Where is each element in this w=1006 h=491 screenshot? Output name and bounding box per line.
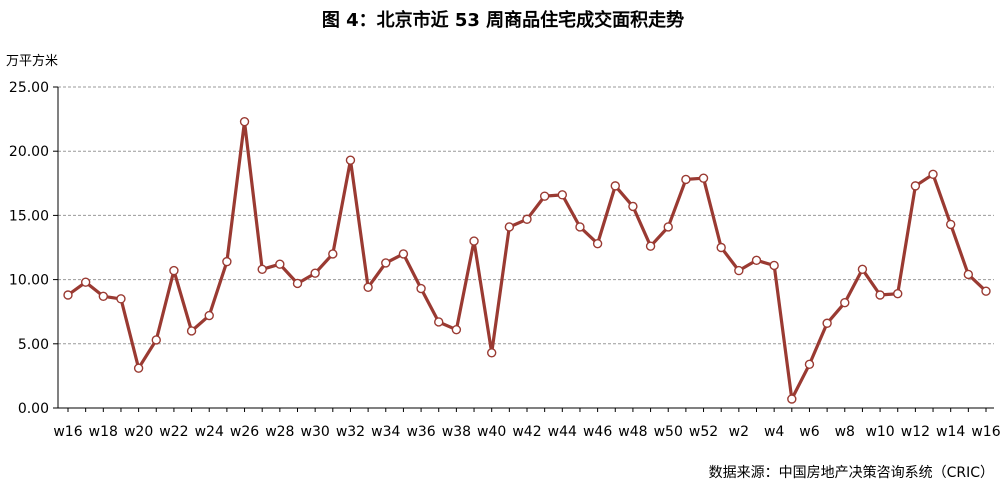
x-tick-label: w44 <box>548 424 577 440</box>
x-tick-label: w14 <box>936 424 965 440</box>
data-point <box>539 191 550 201</box>
data-point <box>116 294 126 304</box>
x-tick-label: w40 <box>477 424 506 440</box>
data-point <box>239 116 250 127</box>
x-tick-label: w10 <box>865 424 894 440</box>
data-point <box>204 310 214 321</box>
data-point <box>186 326 197 336</box>
data-point <box>575 222 585 232</box>
x-tick-label: w46 <box>583 424 612 440</box>
data-point <box>840 298 850 308</box>
data-point <box>151 335 161 345</box>
data-point <box>787 394 797 404</box>
data-point <box>981 286 991 296</box>
data-point <box>469 236 479 246</box>
data-point <box>628 201 638 212</box>
data-point <box>610 181 620 191</box>
x-tick-label: w2 <box>729 424 749 440</box>
data-point <box>345 155 356 165</box>
data-point <box>363 282 373 293</box>
data-point <box>769 260 779 271</box>
x-tick-label: w32 <box>336 424 365 440</box>
y-tick-label: 10.00 <box>9 273 49 289</box>
data-point <box>963 269 974 280</box>
data-point <box>592 238 603 249</box>
y-tick-label: 5.00 <box>18 337 49 353</box>
y-tick-labels: 0.00 5.00 10.00 15.00 20.00 25.00 <box>9 80 49 417</box>
chart-title: 图 4：北京市近 53 周商品住宅成交面积走势 <box>321 10 685 31</box>
x-tick-label: w42 <box>512 424 541 440</box>
data-point <box>292 278 303 289</box>
x-tick-label: w20 <box>124 424 153 440</box>
x-tick-label: w50 <box>654 424 683 440</box>
source-note: 数据来源：中国房地产决策咨询系统（CRIC） <box>708 465 994 481</box>
x-tick-label: w30 <box>301 424 330 440</box>
data-point <box>257 264 267 275</box>
data-point <box>381 258 391 268</box>
data-point <box>504 222 515 232</box>
x-tick-label: w34 <box>371 424 400 440</box>
data-point <box>275 259 285 269</box>
y-axis-unit-label: 万平方米 <box>6 54 59 69</box>
x-tick-label: w18 <box>89 424 118 440</box>
x-tick-label: w26 <box>230 424 259 440</box>
data-point <box>698 173 709 183</box>
data-point <box>434 317 444 327</box>
data-point <box>133 363 144 373</box>
data-point <box>522 214 532 224</box>
series-layer <box>63 116 991 404</box>
data-point <box>328 249 338 259</box>
data-point <box>716 242 726 253</box>
data-point <box>804 359 815 370</box>
data-point <box>451 324 462 335</box>
data-point <box>734 265 744 276</box>
data-point <box>310 268 320 278</box>
x-tick-label: w28 <box>265 424 294 440</box>
x-tick-labels: w16 w18 w20 w22 w24 w26 w28 w30 w32 w34 w36 w38 w40 w… <box>53 424 1000 440</box>
data-point <box>486 348 497 358</box>
x-tick-label: w4 <box>764 424 784 440</box>
data-point <box>169 265 179 276</box>
x-tick-label: w16 <box>53 424 82 440</box>
data-point <box>945 219 956 230</box>
axes <box>53 86 994 412</box>
data-point <box>857 264 868 275</box>
y-tick-label: 25.00 <box>9 80 49 96</box>
data-point <box>63 290 73 300</box>
data-point <box>822 318 832 328</box>
x-tick-label: w52 <box>689 424 718 440</box>
x-tick-label: w12 <box>901 424 930 440</box>
x-tick-label: w36 <box>406 424 435 440</box>
x-tick-label: w22 <box>159 424 188 440</box>
data-point <box>910 181 921 191</box>
data-point <box>663 222 673 232</box>
x-tick-label: w48 <box>618 424 647 440</box>
x-tick-label: w8 <box>835 424 855 440</box>
y-tick-label: 0.00 <box>18 401 49 417</box>
data-point <box>645 241 656 251</box>
data-point <box>751 255 762 266</box>
data-point <box>681 174 691 185</box>
data-point <box>557 190 568 200</box>
x-tick-label: w6 <box>799 424 819 440</box>
data-point <box>416 283 426 294</box>
x-tick-label: w24 <box>195 424 224 440</box>
series-line <box>67 120 988 401</box>
data-point <box>80 277 91 287</box>
y-tick-label: 15.00 <box>9 208 49 224</box>
data-point <box>928 169 938 180</box>
data-point <box>875 290 885 300</box>
data-point <box>98 291 109 301</box>
x-tick-label: w38 <box>442 424 471 440</box>
data-point <box>893 289 903 299</box>
data-point <box>222 256 232 267</box>
data-point <box>398 249 409 259</box>
y-tick-label: 20.00 <box>9 144 49 160</box>
x-tick-label: w16 <box>971 424 1000 440</box>
